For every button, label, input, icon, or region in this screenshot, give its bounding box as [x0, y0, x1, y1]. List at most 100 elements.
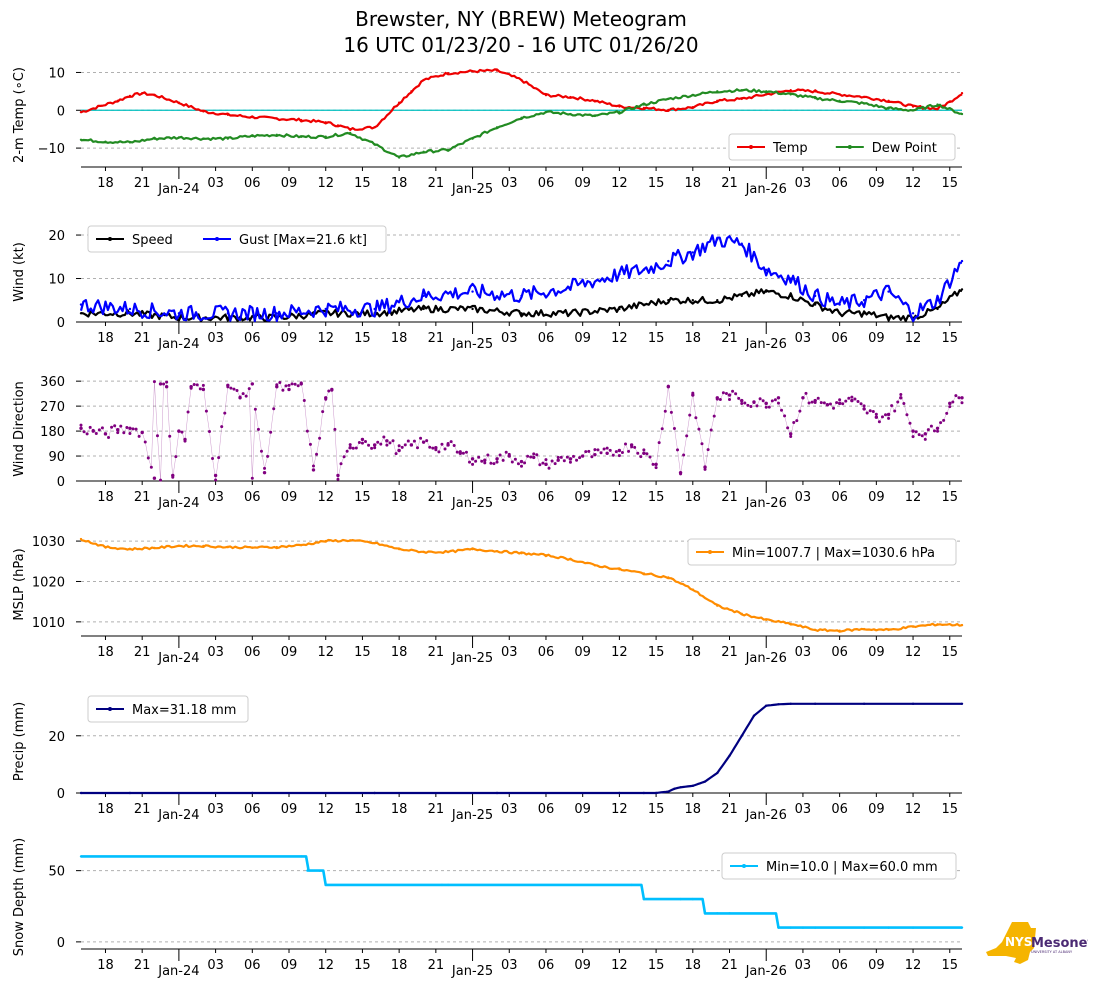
- wind-direction-connector: [796, 411, 801, 421]
- wind-direction-connector: [148, 457, 152, 468]
- series-point: [673, 787, 676, 790]
- x-tick-label: 12: [905, 176, 922, 191]
- x-date-label: Jan-25: [451, 182, 493, 197]
- x-tick-label: 18: [97, 490, 114, 505]
- wind-direction-data-point: [752, 400, 756, 404]
- wind-direction-connector: [145, 441, 149, 459]
- wind-direction-data-point: [629, 443, 634, 447]
- wind-direction-data-point: [850, 398, 854, 403]
- wind-direction-connector: [184, 411, 189, 442]
- x-tick-label: 21: [428, 176, 445, 191]
- x-tick-label: 15: [354, 645, 371, 660]
- series-point: [422, 294, 425, 298]
- series-point: [813, 96, 817, 100]
- x-tick-label: 18: [685, 802, 702, 817]
- series-point: [397, 101, 401, 104]
- x-tick-label: 06: [244, 176, 261, 191]
- x-tick-label: 18: [685, 331, 702, 346]
- x-tick-label: 18: [685, 490, 702, 505]
- wind-direction-data-point: [813, 398, 817, 403]
- series-point: [373, 791, 376, 795]
- series-point: [422, 550, 425, 554]
- legend-label: Dew Point: [872, 141, 937, 156]
- series-point: [679, 786, 682, 789]
- wind-direction-data-point: [177, 429, 181, 433]
- x-tick-label: 12: [611, 802, 628, 817]
- series-point: [691, 897, 695, 901]
- x-tick-label: 15: [354, 802, 371, 817]
- x-tick-label: 21: [134, 490, 151, 505]
- wind-direction-connector: [466, 452, 470, 463]
- x-tick-label: 06: [538, 645, 555, 660]
- x-tick-label: 15: [648, 490, 665, 505]
- x-tick-label: 09: [574, 645, 591, 660]
- series-point: [691, 588, 695, 591]
- series-point: [887, 628, 890, 632]
- y-tick-label: 1030: [32, 535, 65, 550]
- series-point: [887, 316, 890, 319]
- x-tick-label: 03: [795, 490, 812, 505]
- series-point: [960, 926, 964, 929]
- wind-direction-data-point: [262, 470, 267, 475]
- x-tick-label: 12: [905, 958, 922, 973]
- series-point: [728, 754, 731, 758]
- x-tick-label: 15: [354, 490, 371, 505]
- x-tick-label: 21: [721, 490, 738, 505]
- series-point: [153, 137, 156, 140]
- series-point: [226, 113, 230, 117]
- x-tick-label: 15: [941, 802, 958, 817]
- wind-direction-connector: [701, 443, 706, 470]
- series-point: [520, 78, 523, 82]
- wind-direction-data-point: [923, 432, 927, 436]
- x-tick-label: 15: [941, 645, 958, 660]
- x-tick-label: 21: [134, 176, 151, 191]
- x-tick-label: 12: [317, 331, 334, 346]
- x-tick-label: 03: [501, 176, 518, 191]
- series-point: [520, 312, 523, 315]
- series-point: [79, 537, 83, 541]
- series-point: [495, 69, 499, 72]
- wind-direction-data-point: [238, 396, 242, 400]
- x-tick-label: 03: [501, 490, 518, 505]
- wind-direction-connector: [909, 423, 914, 437]
- logo-subtext: UNIVERSITY AT ALBANY: [1031, 950, 1073, 954]
- series-point: [495, 126, 499, 129]
- x-date-label: Jan-25: [451, 337, 493, 352]
- series-point: [618, 791, 621, 795]
- series-point: [226, 312, 230, 315]
- series-point: [789, 926, 792, 929]
- series-point: [324, 539, 327, 543]
- series-point: [324, 883, 327, 887]
- wind-direction-connector: [686, 415, 690, 436]
- series-point: [79, 138, 83, 141]
- chart-title-line2: 16 UTC 01/23/20 - 16 UTC 01/26/20: [343, 33, 699, 57]
- series-point: [140, 92, 144, 95]
- logo-mesonet-text: Mesonet: [1031, 936, 1088, 951]
- wind-direction-data-point: [213, 473, 218, 478]
- series-point: [79, 791, 83, 795]
- x-tick-label: 15: [941, 958, 958, 973]
- y-tick-label: −10: [38, 142, 65, 157]
- x-tick-label: 12: [611, 331, 628, 346]
- series-point: [716, 299, 719, 302]
- y-tick-label: 0: [57, 936, 65, 951]
- series-point: [336, 124, 340, 127]
- wind-direction-connector: [304, 400, 308, 432]
- wind-direction-connector: [206, 411, 210, 432]
- chart-title-line1: Brewster, NY (BREW) Meteogram: [355, 7, 687, 31]
- series-point: [300, 543, 303, 547]
- wind-direction-data-point: [128, 426, 132, 431]
- series-point: [813, 926, 817, 929]
- x-tick-label: 18: [685, 645, 702, 660]
- x-tick-label: 03: [207, 331, 224, 346]
- series-point: [348, 127, 352, 131]
- wind-direction-connector: [249, 388, 253, 479]
- wind-direction-connector: [665, 386, 669, 412]
- x-tick-label: 12: [905, 802, 922, 817]
- series-point: [716, 912, 719, 915]
- x-tick-label: 03: [501, 802, 518, 817]
- wind-direction-connector: [224, 386, 229, 414]
- series-point: [569, 286, 572, 289]
- series-point: [789, 93, 792, 96]
